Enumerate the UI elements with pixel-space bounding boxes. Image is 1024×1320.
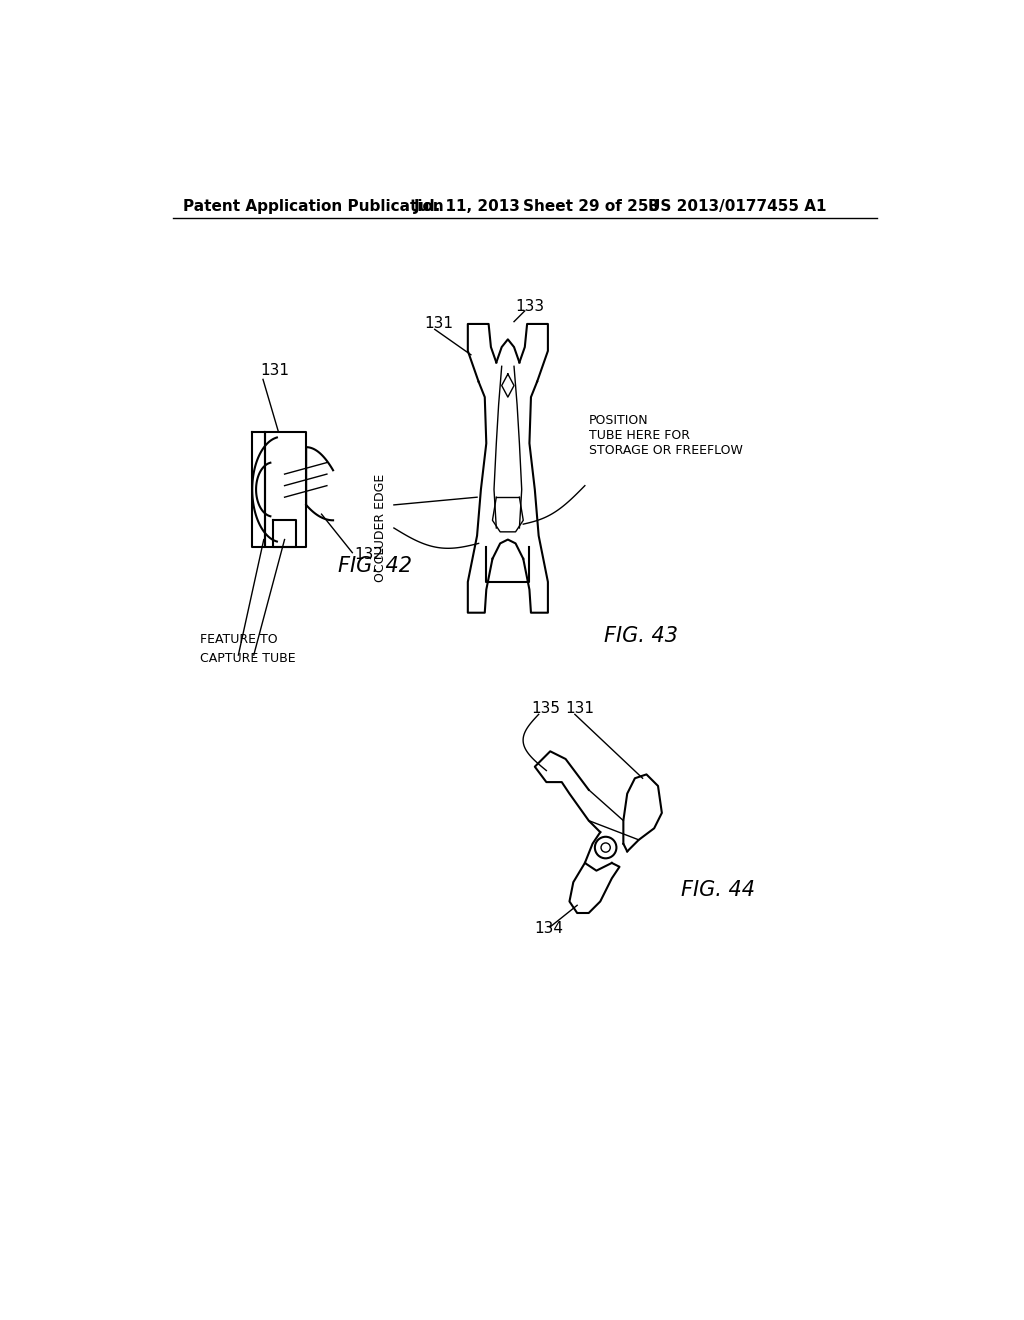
Text: 131: 131 (425, 317, 454, 331)
Text: FIG. 42: FIG. 42 (339, 557, 413, 577)
Text: Patent Application Publication: Patent Application Publication (183, 198, 443, 214)
Text: 134: 134 (535, 921, 564, 936)
Text: US 2013/0177455 A1: US 2013/0177455 A1 (648, 198, 826, 214)
Text: Sheet 29 of 253: Sheet 29 of 253 (523, 198, 659, 214)
Text: CAPTURE TUBE: CAPTURE TUBE (200, 652, 296, 665)
Text: 135: 135 (531, 701, 560, 717)
Text: OCCLUDER EDGE: OCCLUDER EDGE (375, 474, 387, 582)
Text: POSITION
TUBE HERE FOR
STORAGE OR FREEFLOW: POSITION TUBE HERE FOR STORAGE OR FREEFL… (589, 414, 742, 457)
Text: 131: 131 (565, 701, 595, 717)
Text: Jul. 11, 2013: Jul. 11, 2013 (414, 198, 521, 214)
Text: FIG. 43: FIG. 43 (604, 626, 678, 645)
Text: 132: 132 (354, 548, 383, 562)
Text: 131: 131 (260, 363, 289, 378)
Text: 133: 133 (515, 298, 545, 314)
Text: FIG. 44: FIG. 44 (681, 880, 755, 900)
Text: FEATURE TO: FEATURE TO (200, 634, 278, 647)
